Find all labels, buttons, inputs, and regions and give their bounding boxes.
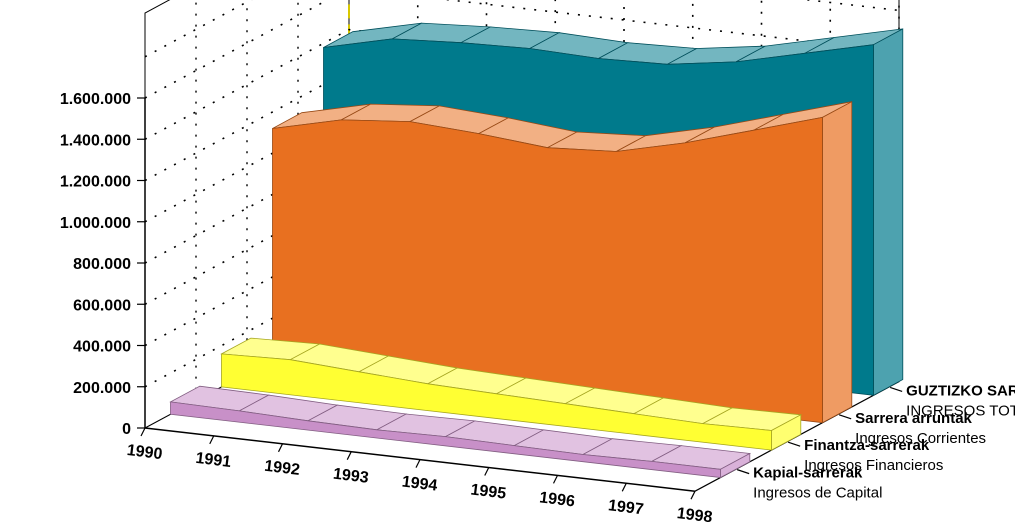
x-tick-mark <box>690 490 696 500</box>
legend-label-es: Ingresos de Capital <box>753 485 882 502</box>
legend-leader <box>736 469 750 475</box>
x-tick-mark <box>415 459 421 468</box>
chart-legend: Kapial-sarrerak Ingresos de Capital Finant… <box>736 382 1015 502</box>
y-tick-label: 400.000 <box>73 339 131 356</box>
series-front-face <box>272 116 823 424</box>
series-end-cap <box>822 101 853 424</box>
x-tick-mark <box>277 443 284 453</box>
legend-label: Kapial-sarrerak <box>753 465 863 482</box>
series-end-cap <box>873 28 904 396</box>
x-tick-mark <box>209 435 215 445</box>
gridline <box>144 0 900 58</box>
x-tick-mark <box>140 427 146 437</box>
x-tick-label: 1990 <box>126 442 164 463</box>
legend-label: Sarrera arruntak <box>855 410 972 427</box>
y-tick-label: 1.600.000 <box>60 91 131 108</box>
x-tick-label: 1994 <box>401 474 439 495</box>
series-sarrera-arruntak <box>272 101 853 424</box>
legend-leader <box>889 386 903 392</box>
y-tick-label: 600.000 <box>73 297 131 314</box>
y-tick-label: 1.200.000 <box>60 174 131 191</box>
series-kapial-sarrerak <box>169 385 752 479</box>
legend-label-es: Ingresos Financieros <box>804 457 943 474</box>
legend-label: GUZTIZKO SARRERAK <box>906 382 1015 399</box>
x-tick-mark <box>484 467 490 476</box>
x-tick-label: 1996 <box>538 489 576 510</box>
chart-tick-labels: 0 200.000 400.000 600.000 800.000 1.000.000 1.… <box>60 91 714 526</box>
gridline <box>144 28 900 141</box>
legend-leader <box>838 414 852 420</box>
y-tick-label: 1.000.000 <box>60 215 131 232</box>
x-tick-label: 1992 <box>263 458 301 479</box>
series-front-face <box>170 401 721 478</box>
x-tick-mark <box>552 475 559 484</box>
legend-label: Finantza-sarrerak <box>804 437 930 454</box>
chart-series <box>169 22 904 479</box>
legend-label-es: Ingresos Corrientes <box>855 430 986 447</box>
series-finantza-sarrerak <box>220 337 803 451</box>
y-tick-label: 800.000 <box>73 256 131 273</box>
x-tick-label: 1998 <box>676 505 714 526</box>
y-tick-label: 1.400.000 <box>60 132 131 149</box>
legend-label-es: INGRESOS TOTALES <box>906 402 1015 419</box>
series-front-face <box>221 353 772 451</box>
x-tick-label: 1997 <box>607 497 645 518</box>
x-tick-mark <box>621 483 627 492</box>
y-tick-label: 0 <box>122 421 131 438</box>
x-tick-mark <box>346 451 352 460</box>
x-tick-label: 1993 <box>332 466 370 487</box>
legend-leader <box>787 441 801 447</box>
x-tick-label: 1991 <box>195 450 233 471</box>
x-tick-label: 1995 <box>470 481 508 502</box>
gridline <box>144 0 900 99</box>
y-tick-label: 200.000 <box>73 380 131 397</box>
